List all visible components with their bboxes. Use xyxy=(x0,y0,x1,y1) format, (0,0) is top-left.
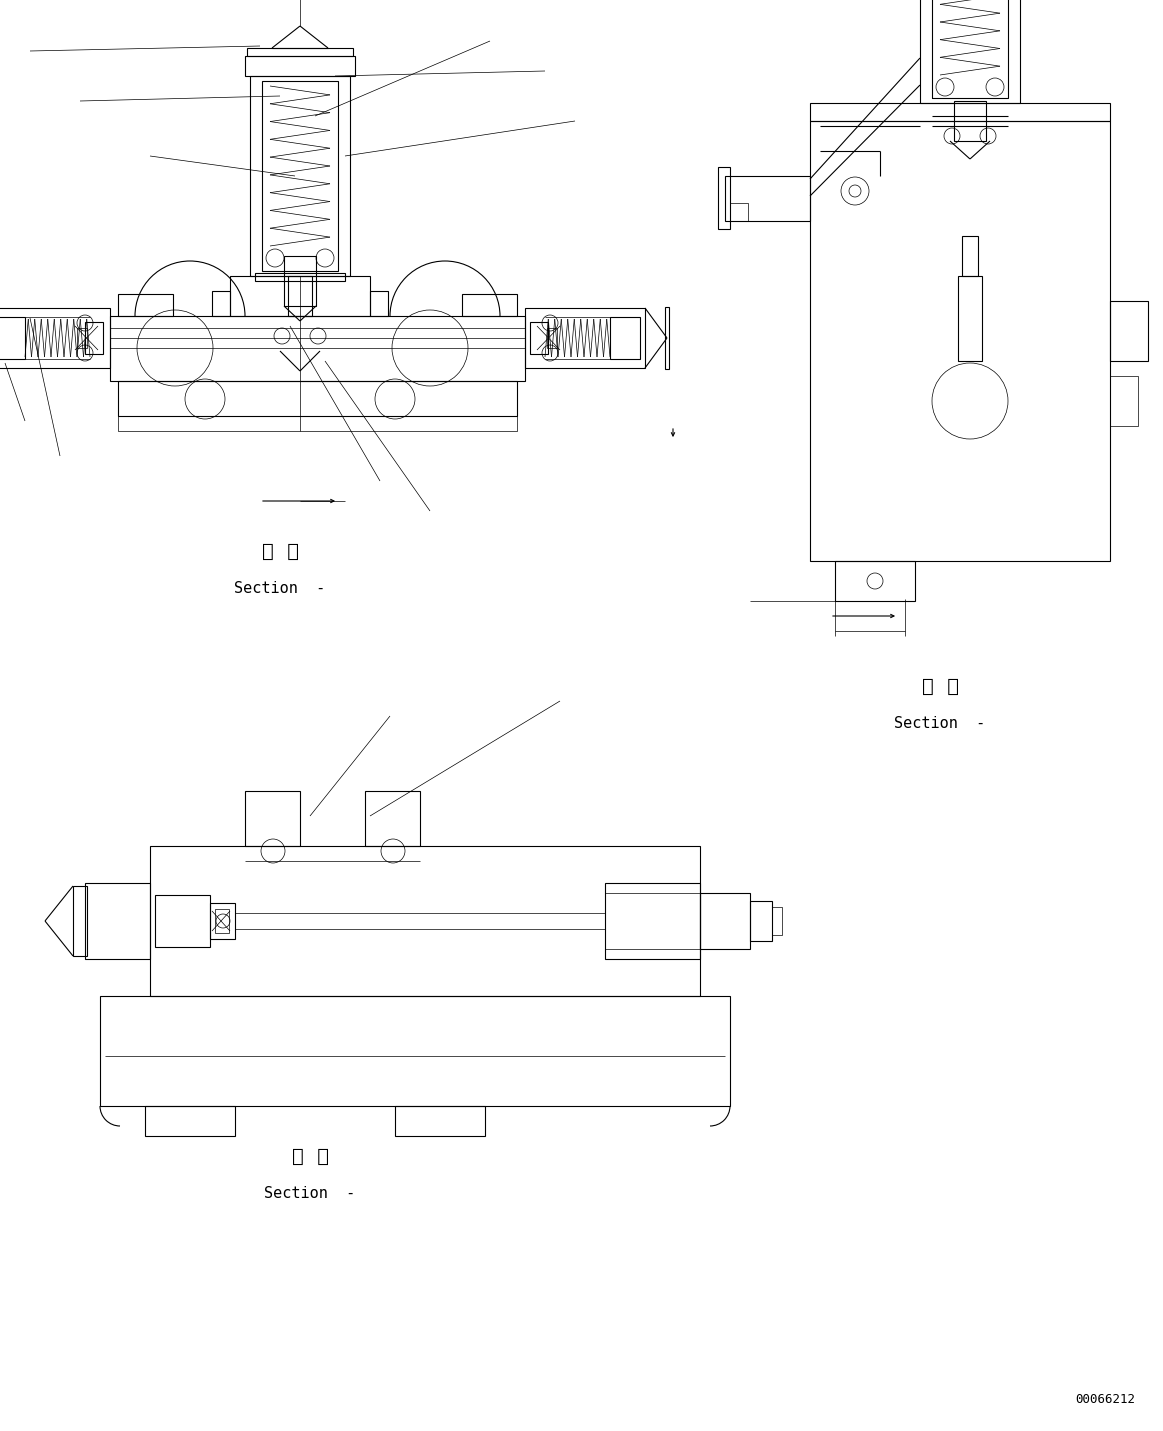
Bar xyxy=(247,49,354,56)
Bar xyxy=(525,308,645,368)
Bar xyxy=(117,416,518,431)
Bar xyxy=(145,1106,235,1136)
Bar xyxy=(962,236,978,276)
Bar xyxy=(958,276,982,361)
Bar xyxy=(255,273,345,280)
Bar xyxy=(772,907,782,934)
Bar xyxy=(370,290,388,316)
Text: 断  面: 断 面 xyxy=(262,542,299,561)
Bar xyxy=(1110,376,1139,426)
Bar xyxy=(85,322,104,353)
Bar xyxy=(547,328,557,348)
Bar xyxy=(605,883,700,959)
Bar xyxy=(212,290,230,316)
Bar xyxy=(262,82,338,270)
Bar xyxy=(725,176,809,220)
Bar xyxy=(245,56,355,76)
Text: Section  -: Section - xyxy=(894,716,985,731)
Bar xyxy=(462,293,518,316)
Bar xyxy=(250,76,350,276)
Bar xyxy=(0,308,110,368)
Bar xyxy=(155,894,211,947)
Bar xyxy=(750,902,772,942)
Bar xyxy=(100,996,730,1106)
Bar xyxy=(245,791,300,846)
Text: Section  -: Section - xyxy=(235,581,326,595)
Bar xyxy=(365,791,420,846)
Bar xyxy=(395,1106,485,1136)
Bar xyxy=(85,883,150,959)
Bar xyxy=(932,0,1008,97)
Bar xyxy=(700,893,750,949)
Bar xyxy=(284,256,316,306)
Bar xyxy=(530,322,548,353)
Bar xyxy=(665,308,669,369)
Bar xyxy=(611,318,640,359)
Bar xyxy=(150,846,700,996)
Text: 00066212: 00066212 xyxy=(1075,1392,1135,1407)
Bar xyxy=(117,293,173,316)
Bar xyxy=(77,328,87,348)
Bar xyxy=(730,203,748,220)
Bar xyxy=(954,102,986,142)
Text: Section  -: Section - xyxy=(264,1186,356,1201)
Text: 断  面: 断 面 xyxy=(292,1148,328,1166)
Bar xyxy=(288,276,312,316)
Bar xyxy=(73,886,87,956)
Bar xyxy=(230,276,370,316)
Bar xyxy=(835,561,915,601)
Bar xyxy=(215,909,229,933)
Bar xyxy=(1110,301,1148,361)
Bar xyxy=(0,318,24,359)
Bar xyxy=(718,167,730,229)
Bar xyxy=(809,122,1110,561)
Bar xyxy=(110,316,525,381)
Bar xyxy=(117,381,518,416)
Text: 断  面: 断 面 xyxy=(921,677,958,695)
Bar xyxy=(211,903,235,939)
Bar xyxy=(920,0,1020,103)
Bar xyxy=(809,103,1110,122)
